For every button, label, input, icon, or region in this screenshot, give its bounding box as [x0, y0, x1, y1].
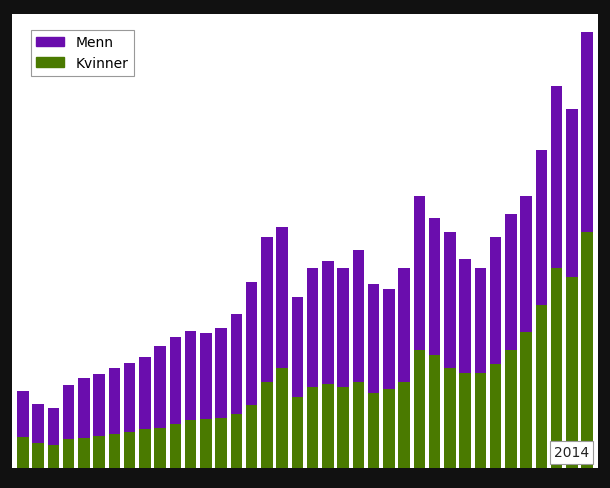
Bar	[124, 432, 135, 468]
Bar	[353, 251, 364, 382]
Bar	[551, 269, 562, 468]
Bar	[337, 269, 349, 387]
Bar	[32, 443, 44, 468]
Bar	[78, 438, 90, 468]
Bar	[185, 420, 196, 468]
Bar	[200, 333, 212, 420]
Bar	[93, 436, 105, 468]
Bar	[63, 385, 74, 439]
Bar	[429, 219, 440, 355]
Bar	[475, 269, 486, 373]
Bar	[566, 278, 578, 468]
Bar	[109, 434, 120, 468]
Bar	[536, 151, 547, 305]
Bar	[139, 357, 151, 429]
Bar	[414, 350, 425, 468]
Bar	[170, 424, 181, 468]
Bar	[414, 196, 425, 350]
Bar	[490, 364, 501, 468]
Bar	[475, 373, 486, 468]
Bar	[383, 389, 395, 468]
Bar	[124, 363, 135, 432]
Bar	[505, 214, 517, 350]
Bar	[185, 331, 196, 420]
Bar	[398, 269, 410, 382]
Bar	[78, 379, 90, 438]
Bar	[459, 373, 471, 468]
Bar	[444, 232, 456, 368]
Bar	[459, 260, 471, 373]
Bar	[490, 237, 501, 364]
Bar	[337, 387, 349, 468]
Text: 2014: 2014	[554, 446, 589, 459]
Legend: Menn, Kvinner: Menn, Kvinner	[31, 31, 134, 77]
Bar	[322, 262, 334, 384]
Bar	[215, 418, 227, 468]
Bar	[246, 283, 257, 405]
Bar	[368, 393, 379, 468]
Bar	[322, 384, 334, 468]
Bar	[246, 405, 257, 468]
Bar	[505, 350, 517, 468]
Bar	[536, 305, 547, 468]
Bar	[551, 87, 562, 269]
Bar	[444, 368, 456, 468]
Bar	[154, 427, 166, 468]
Bar	[261, 237, 273, 382]
Bar	[307, 269, 318, 387]
Bar	[276, 228, 288, 368]
Bar	[32, 404, 44, 443]
Bar	[383, 290, 395, 389]
Bar	[200, 420, 212, 468]
Bar	[276, 368, 288, 468]
Bar	[215, 329, 227, 418]
Bar	[581, 232, 593, 468]
Bar	[581, 33, 593, 232]
Bar	[17, 391, 29, 437]
Bar	[292, 298, 303, 398]
Bar	[520, 332, 532, 468]
Bar	[398, 382, 410, 468]
Bar	[17, 437, 29, 468]
Bar	[139, 429, 151, 468]
Bar	[48, 408, 59, 445]
Bar	[231, 414, 242, 468]
Bar	[307, 387, 318, 468]
Bar	[368, 284, 379, 393]
Bar	[353, 382, 364, 468]
Bar	[170, 338, 181, 424]
Bar	[109, 368, 120, 434]
Bar	[63, 439, 74, 468]
Bar	[261, 382, 273, 468]
Bar	[48, 445, 59, 468]
Bar	[566, 110, 578, 278]
Bar	[429, 355, 440, 468]
Bar	[231, 314, 242, 414]
Bar	[520, 196, 532, 332]
Bar	[154, 346, 166, 427]
Bar	[292, 398, 303, 468]
Bar	[93, 374, 105, 436]
